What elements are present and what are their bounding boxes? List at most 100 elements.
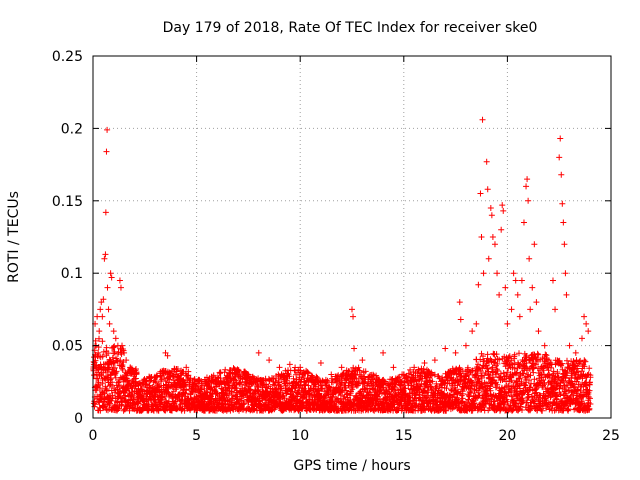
x-tick-label: 20 [498, 428, 516, 444]
data-point [487, 205, 494, 212]
data-point [224, 375, 231, 382]
data-point [498, 226, 505, 233]
data-point [102, 209, 109, 216]
data-point [489, 234, 496, 240]
data-point [116, 277, 123, 284]
data-point [559, 200, 566, 207]
x-tick-label: 15 [395, 428, 413, 444]
dense-data-band [90, 335, 594, 414]
data-point [561, 241, 568, 248]
data-point [510, 270, 517, 277]
data-point [380, 349, 387, 356]
data-point [103, 148, 110, 155]
y-tick-label: 0.05 [52, 339, 83, 355]
data-point [106, 320, 113, 327]
data-point [359, 357, 366, 364]
data-point [117, 284, 124, 291]
data-point [508, 306, 515, 313]
data-point [494, 270, 501, 277]
data-point [101, 255, 108, 262]
data-point [496, 291, 503, 298]
data-point [524, 176, 531, 183]
y-tick-label: 0.2 [61, 121, 83, 137]
data-point [527, 306, 534, 313]
data-point [480, 270, 487, 277]
data-point [585, 328, 592, 335]
chart-title: Day 179 of 2018, Rate Of TEC Index for r… [163, 20, 538, 36]
data-point [512, 277, 519, 284]
data-point [94, 313, 101, 320]
data-point [541, 342, 548, 349]
data-point [469, 328, 476, 335]
data-point [535, 328, 542, 335]
axis-ticks: 0 5 10 15 20 25 0 0.05 0.1 0.15 0.2 0.25 [52, 49, 620, 444]
data-point [549, 277, 556, 284]
data-point [123, 357, 130, 364]
data-point [108, 274, 115, 281]
data-point [479, 116, 486, 123]
data-point [504, 320, 511, 327]
y-tick-label: 0.25 [52, 49, 83, 65]
data-point [500, 207, 507, 214]
x-tick-label: 10 [291, 428, 309, 444]
data-point [572, 349, 579, 356]
data-point [562, 270, 569, 277]
data-point [475, 281, 482, 288]
data-point [102, 251, 109, 258]
x-tick-label: 5 [192, 428, 201, 444]
data-point [457, 316, 464, 323]
data-point [100, 296, 107, 303]
data-point [477, 190, 484, 197]
data-point [526, 255, 533, 262]
data-point [557, 135, 564, 142]
data-point [110, 328, 117, 335]
data-point [533, 299, 540, 306]
data-point [297, 364, 304, 371]
data-point [119, 342, 126, 349]
data-point [107, 270, 114, 277]
data-point [491, 241, 498, 248]
data-point [499, 202, 506, 209]
data-point [152, 374, 159, 381]
data-point [462, 342, 469, 349]
data-point [390, 364, 397, 371]
data-point [127, 364, 134, 371]
grid-lines [93, 56, 611, 418]
data-point [96, 328, 103, 335]
data-point [531, 241, 538, 248]
data-point [286, 361, 293, 368]
data-point [185, 368, 192, 375]
data-point [560, 219, 567, 226]
data-point [514, 291, 521, 298]
data-point [529, 284, 536, 291]
data-point [442, 345, 449, 352]
data-point [112, 335, 119, 342]
data-point [520, 219, 527, 226]
data-point [400, 371, 407, 378]
data-point [421, 359, 428, 366]
data-point [99, 313, 106, 320]
x-tick-label: 0 [89, 428, 98, 444]
data-point [255, 349, 262, 356]
data-point [552, 306, 559, 313]
data-point [581, 313, 588, 320]
data-point [172, 371, 179, 378]
data-point [141, 378, 148, 385]
data-point [485, 255, 492, 262]
data-point [431, 357, 438, 364]
data-point [131, 371, 138, 378]
data-point [276, 364, 283, 371]
data-point [518, 277, 525, 284]
data-point [183, 364, 190, 371]
data-point [483, 158, 490, 165]
data-point [104, 284, 111, 291]
data-point [484, 186, 491, 193]
data-point [558, 171, 565, 178]
data-point [95, 349, 102, 356]
data-point [563, 291, 570, 298]
y-tick-label: 0 [74, 411, 83, 427]
data-points [92, 116, 592, 385]
data-point [578, 335, 585, 342]
data-point [351, 345, 358, 352]
